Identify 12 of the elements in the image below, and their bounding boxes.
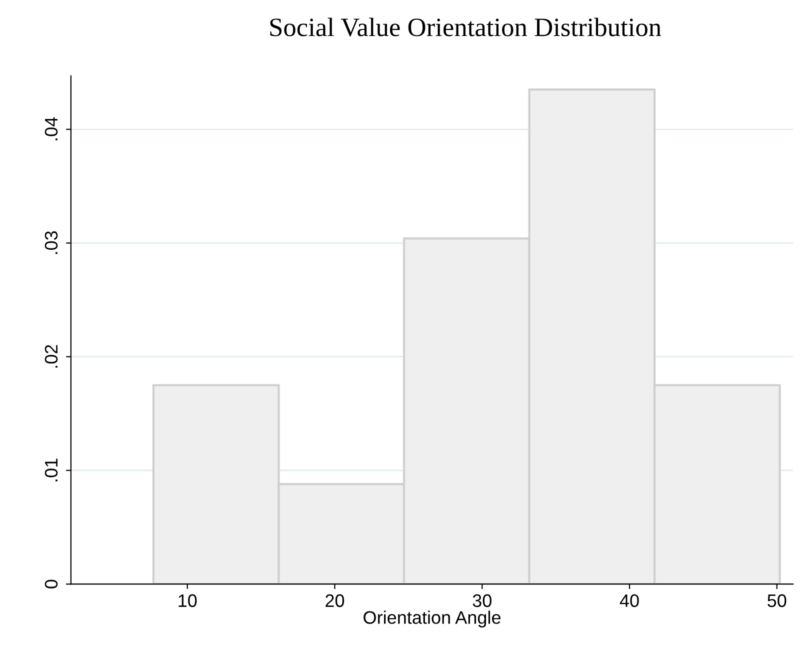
y-tick-label: 0 bbox=[44, 580, 58, 588]
y-tick-label: .01 bbox=[44, 458, 58, 482]
x-tick-label: 10 bbox=[178, 594, 197, 608]
chart-title: Social Value Orientation Distribution bbox=[270, 18, 662, 36]
x-tick-label: 20 bbox=[326, 594, 344, 608]
y-tick-label: .02 bbox=[44, 345, 58, 368]
y-tick-label: .03 bbox=[44, 231, 58, 254]
x-axis-title: Orientation Angle bbox=[364, 610, 500, 628]
x-tick-label: 30 bbox=[472, 594, 492, 608]
x-tick-label: 50 bbox=[768, 594, 786, 608]
y-tick-label: .04 bbox=[44, 117, 58, 140]
x-tick-label: 40 bbox=[620, 594, 639, 608]
